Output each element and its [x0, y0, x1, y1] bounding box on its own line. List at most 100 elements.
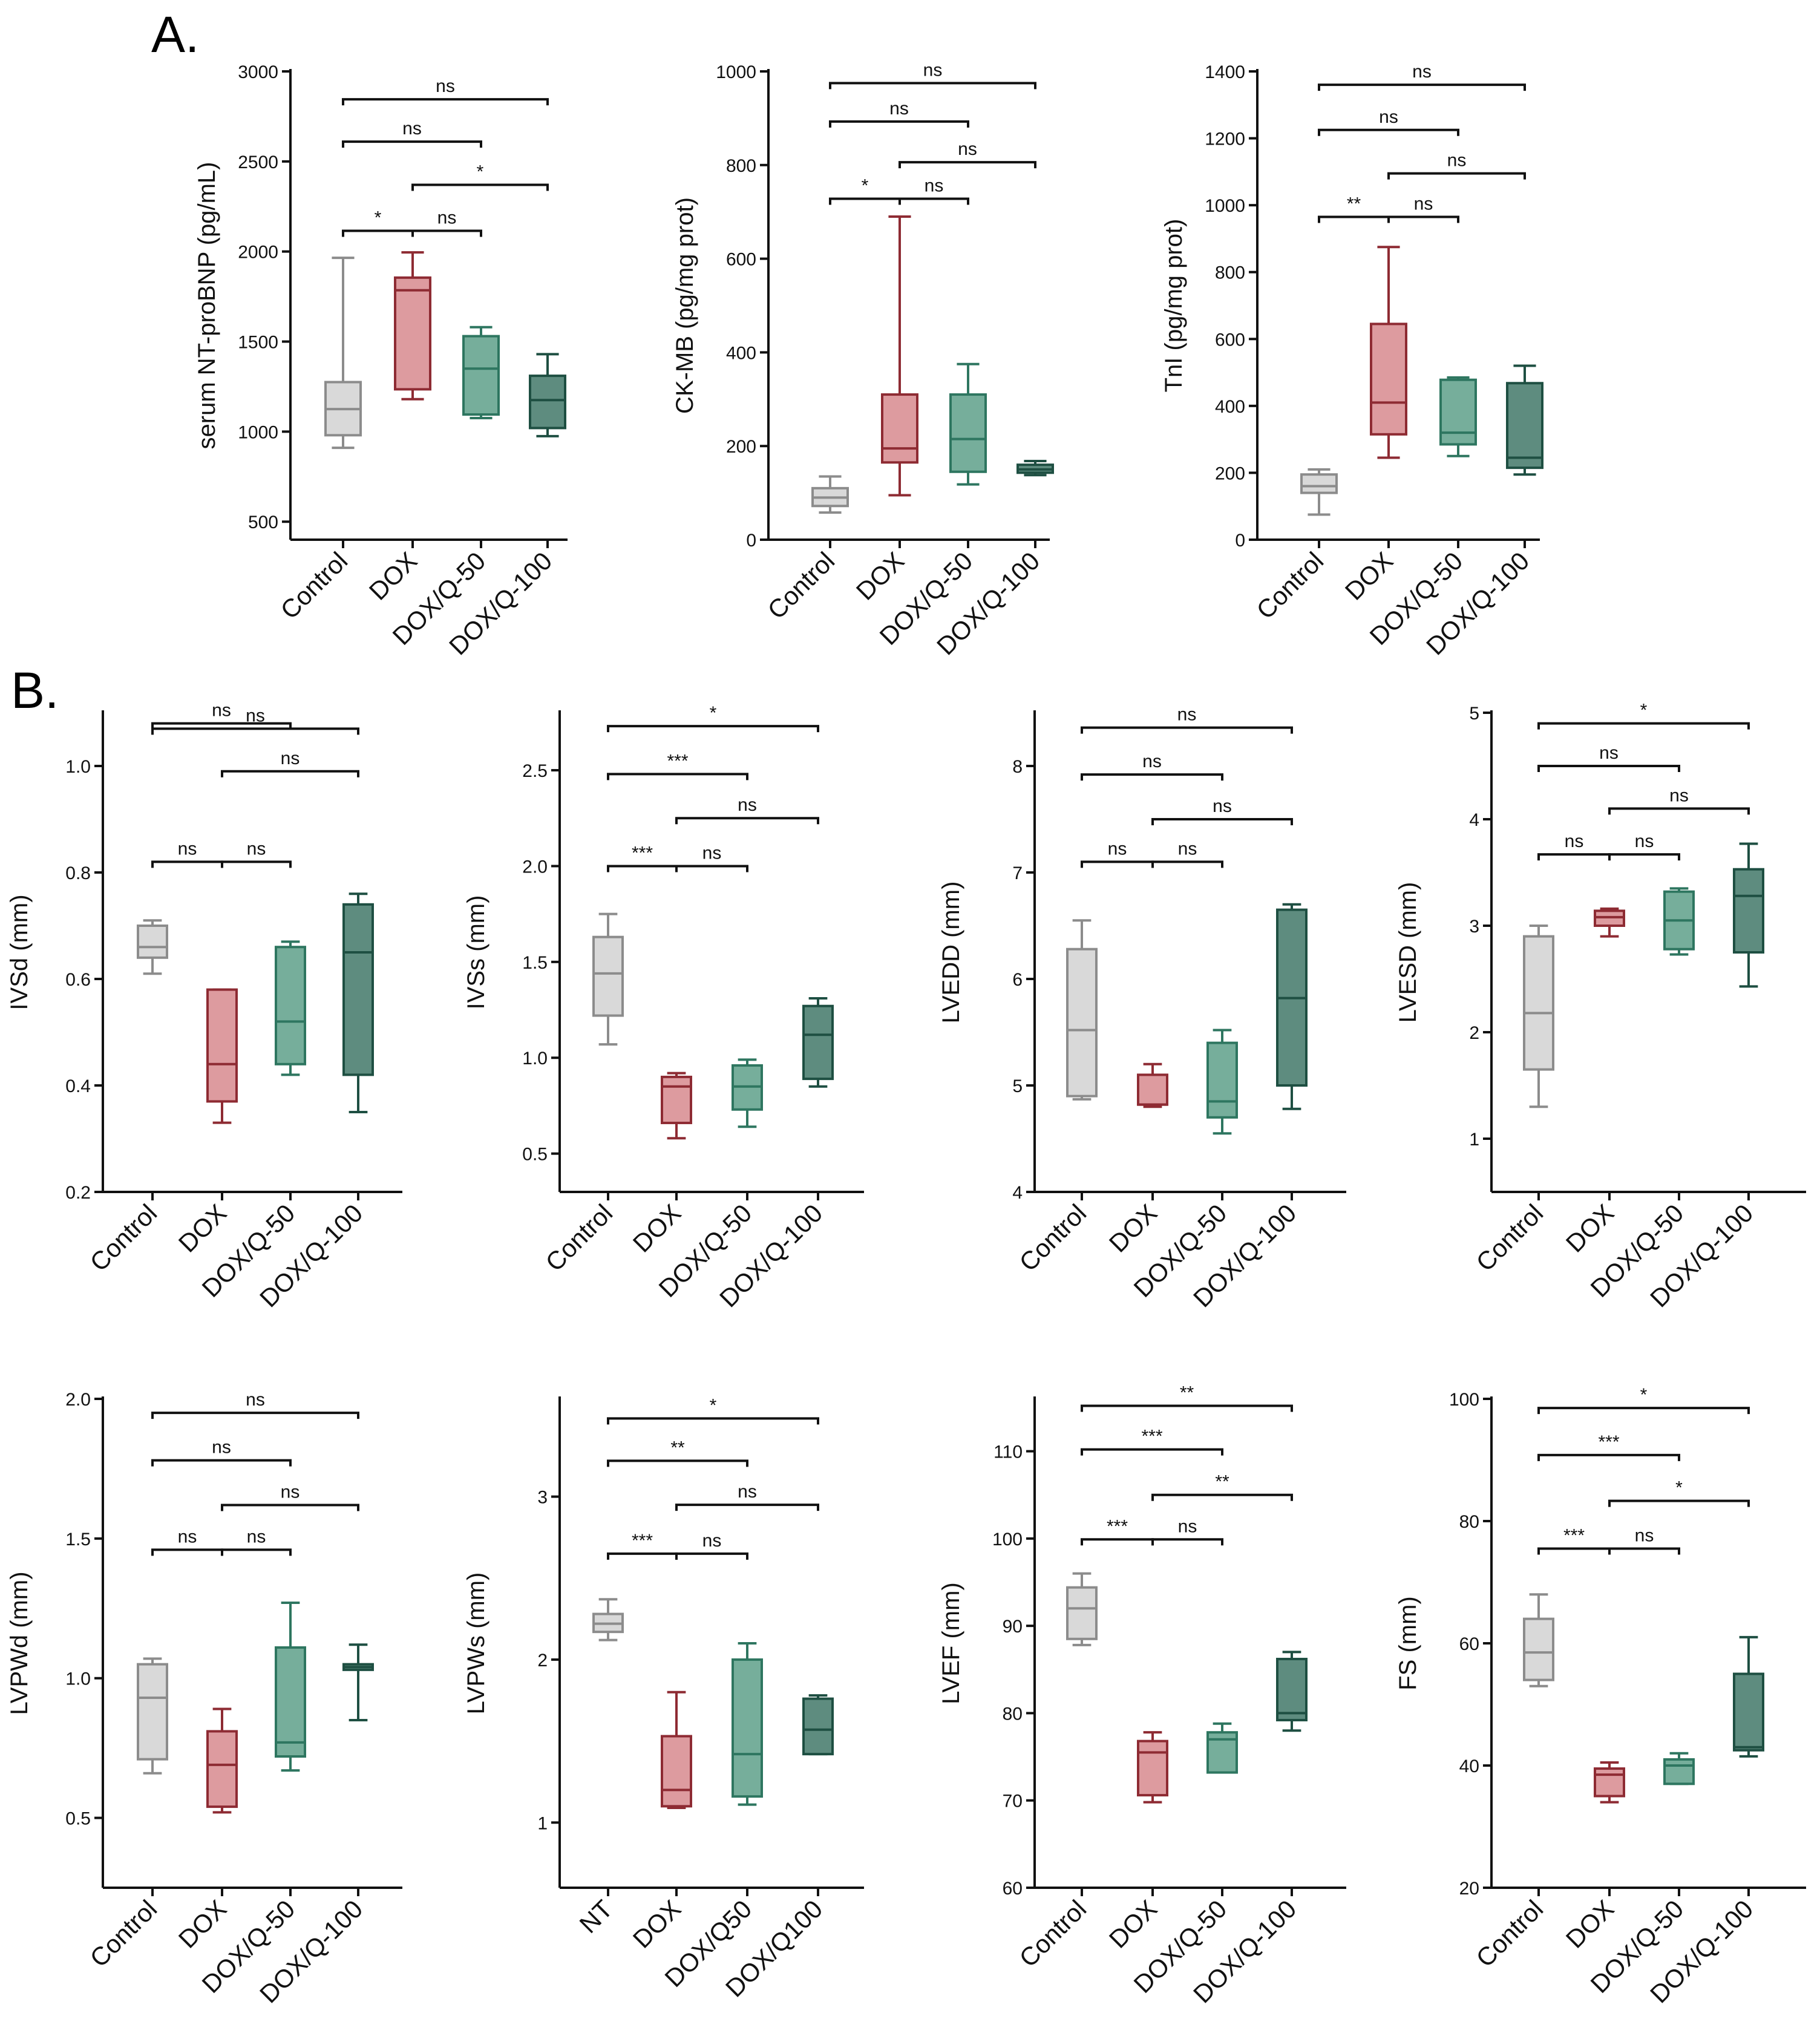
y-tick-label: 4 — [1469, 810, 1479, 830]
significance-bracket: *** — [1537, 1525, 1611, 1555]
bracket-line — [151, 722, 292, 730]
bracket-line — [1318, 215, 1390, 223]
y-tick-label: 0.2 — [65, 1183, 91, 1203]
significance-label: ns — [437, 208, 457, 227]
bracket-line — [899, 161, 1036, 169]
bracket-line — [342, 140, 482, 148]
significance-bracket: ns — [151, 1390, 359, 1419]
box-control — [811, 475, 849, 514]
significance-bracket: ns — [1608, 785, 1750, 815]
bracket-line — [221, 1548, 292, 1556]
significance-bracket: ns — [1537, 743, 1680, 772]
y-axis-title: LVPWd (mm) — [6, 1571, 33, 1715]
significance-bracket: ns — [1318, 107, 1459, 136]
box-iqr — [1439, 378, 1477, 446]
y-tick-label: 200 — [1215, 463, 1245, 483]
x-category-label: Control — [1013, 1199, 1092, 1277]
box-iqr — [661, 1735, 692, 1808]
box-iqr — [1066, 947, 1098, 1098]
y-tick-label: 90 — [1003, 1617, 1023, 1637]
y-tick-label: 400 — [726, 343, 756, 363]
box-iqr — [949, 393, 987, 473]
x-category-label: DOX — [364, 546, 423, 606]
bracket-line — [675, 1504, 819, 1511]
bracket-line — [1081, 860, 1154, 868]
significance-bracket: ns — [1537, 831, 1611, 861]
significance-bracket: * — [829, 176, 901, 205]
bracket-line — [151, 727, 359, 735]
box-dox — [1137, 1062, 1168, 1108]
y-tick-label: 20 — [1459, 1879, 1479, 1899]
bracket-line — [607, 1459, 748, 1467]
box-control — [592, 912, 624, 1046]
y-tick-label: 2000 — [238, 243, 278, 263]
box-control — [1066, 1572, 1098, 1646]
bracket-line — [675, 817, 819, 825]
significance-bracket: ns — [675, 1531, 748, 1560]
box-iqr — [592, 935, 624, 1017]
significance-bracket: ** — [607, 1438, 748, 1467]
box-iqr — [1370, 322, 1407, 436]
y-axis-title: CK-MB (pg/mg prot) — [672, 197, 698, 414]
bracket-line — [342, 229, 414, 237]
y-tick-label: 1.5 — [522, 953, 548, 973]
bracket-line — [1081, 1538, 1154, 1546]
y-tick-label: 1500 — [238, 333, 278, 353]
bracket-line — [675, 865, 748, 872]
bracket-line — [221, 1504, 359, 1511]
significance-label: ns — [1447, 151, 1467, 171]
significance-label: ns — [178, 1527, 197, 1546]
bracket-line — [1537, 853, 1611, 861]
bracket-line — [342, 98, 549, 106]
x-category-label: DOX — [1560, 1199, 1620, 1258]
significance-label: ** — [1180, 1383, 1194, 1403]
y-tick-label: 1.0 — [65, 757, 91, 777]
box-dox-q-50 — [949, 362, 987, 486]
bracket-line — [1608, 807, 1750, 815]
bracket-line — [151, 1548, 223, 1556]
significance-bracket: * — [1537, 701, 1750, 730]
significance-label: * — [710, 703, 717, 723]
significance-bracket: ns — [1081, 751, 1223, 781]
bracket-line — [151, 1459, 292, 1467]
significance-bracket: ns — [1318, 62, 1526, 91]
y-tick-label: 2.0 — [65, 1390, 91, 1410]
box-iqr — [1733, 868, 1764, 954]
box-control — [137, 1657, 168, 1775]
box-iqr — [732, 1658, 763, 1798]
significance-label: ns — [1599, 743, 1619, 763]
bracket-line — [411, 229, 482, 237]
box-dox — [206, 988, 238, 1124]
y-tick-label: 110 — [993, 1442, 1023, 1462]
significance-bracket: ns — [1151, 839, 1223, 868]
box-dox-q-50 — [1206, 1722, 1238, 1774]
box-iqr — [1594, 1767, 1625, 1798]
significance-bracket: ns — [675, 843, 748, 872]
bracket-line — [1081, 726, 1293, 734]
significance-bracket: ns — [675, 795, 819, 825]
significance-bracket: * — [607, 703, 819, 733]
x-category-label: Control — [1251, 546, 1329, 624]
y-axis-title: LVEDD (mm) — [938, 882, 964, 1024]
box-iqr — [137, 1663, 168, 1761]
significance-bracket: * — [1537, 1385, 1750, 1415]
y-tick-label: 7 — [1012, 863, 1023, 883]
box-iqr — [206, 1730, 238, 1808]
y-tick-label: 2500 — [238, 152, 278, 172]
x-category-label: NT — [574, 1894, 618, 1939]
x-category-label: DOX — [1104, 1894, 1163, 1954]
significance-label: ** — [670, 1438, 685, 1458]
y-tick-label: 2.5 — [522, 761, 548, 781]
box-control — [1523, 1593, 1554, 1687]
bracket-line — [1537, 1453, 1680, 1461]
bracket-line — [1151, 860, 1223, 868]
box-iqr — [1137, 1073, 1168, 1106]
box-dox-q-50 — [1663, 1752, 1695, 1785]
significance-label: * — [710, 1395, 717, 1415]
significance-label: * — [862, 176, 869, 196]
y-tick-label: 60 — [1459, 1634, 1479, 1654]
significance-label: *** — [1598, 1432, 1619, 1452]
y-tick-label: 5 — [1469, 704, 1479, 724]
